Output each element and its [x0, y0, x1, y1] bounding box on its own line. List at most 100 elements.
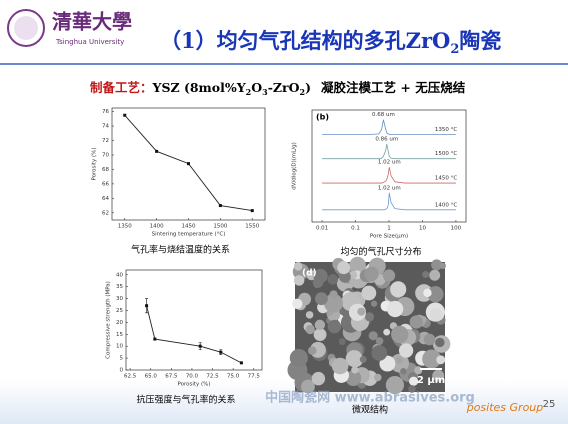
process-text: YSZ (8mol%Y [152, 80, 247, 95]
peak-label: 0.86 um [375, 137, 398, 143]
process-sub: 2 [300, 87, 306, 97]
sem-grain [323, 293, 343, 313]
series-line [322, 167, 456, 184]
x-tick-label: 1500 [213, 224, 227, 230]
sem-grain [395, 356, 403, 365]
error-bar [219, 349, 223, 355]
sem-grain [422, 349, 442, 369]
x-tick-label: 72.5 [206, 374, 219, 380]
y-tick-label: 5 [120, 356, 124, 362]
y-tick-label: 64 [102, 196, 109, 202]
point [123, 113, 127, 117]
scale-bar [420, 368, 442, 370]
chart-caption: 均匀的气孔尺寸分布 [340, 246, 421, 258]
y-tick-label: 70 [102, 152, 109, 158]
sem-grain [398, 343, 414, 358]
sem-grain [408, 385, 416, 393]
y-tick-label: 25 [116, 308, 123, 314]
sem-grain [331, 357, 349, 375]
y-tick-label: 15 [116, 332, 123, 338]
sem-grain [345, 370, 362, 386]
x-tick-label: 0.1 [351, 226, 360, 232]
sem-grain [308, 346, 317, 355]
process-text: O [251, 80, 262, 95]
sem-grain [327, 274, 339, 285]
y-axis-label: Porosity (%) [92, 147, 98, 180]
y-tick-label: 72 [102, 138, 109, 144]
sem-grain [359, 355, 367, 363]
chart-caption: 抗压强度与气孔率的关系 [136, 394, 235, 406]
sem-grain [338, 338, 346, 345]
sem-grain [382, 269, 396, 282]
chart-caption: 气孔率与烧结温度的关系 [131, 244, 230, 256]
sem-image [287, 256, 451, 395]
sem-grain [439, 262, 446, 269]
sem-grain [423, 288, 432, 298]
title-text: 陶瓷 [459, 28, 501, 53]
sem-grain [301, 379, 315, 394]
sem-grain [289, 348, 308, 368]
image-caption: 微观结构 [352, 404, 388, 416]
sem-grain [292, 298, 303, 309]
x-tick-label: 0.01 [316, 226, 328, 232]
error-bar [198, 342, 202, 351]
sem-grain [314, 319, 326, 331]
sem-grain [364, 312, 375, 322]
sem-grain [349, 270, 358, 279]
sem-grain [409, 315, 423, 329]
sem-grain [429, 269, 441, 281]
x-axis-label: Pore Size(μm) [370, 234, 408, 240]
x-tick-label: 1550 [245, 224, 259, 230]
sem-grain [305, 311, 314, 319]
series-line [322, 119, 456, 135]
peak-label: 0.68 um [372, 112, 395, 118]
y-axis-label: Compressive strength (MPa) [106, 281, 112, 359]
sem-grain [431, 259, 443, 271]
sem-grain [313, 328, 327, 342]
sem-grain [337, 261, 351, 275]
x-axis-label: Porosity (%) [177, 382, 210, 388]
y-tick-label: 74 [102, 124, 109, 130]
point [239, 361, 243, 365]
sem-grain [432, 369, 445, 382]
sem-grain [315, 292, 328, 306]
x-tick-label: 1 [387, 226, 391, 232]
process-line: 制备工艺：YSZ (8mol%Y2O3-ZrO2) 凝胶注模工艺 + 无压烧结 [90, 80, 466, 98]
series-name: 1500 °C [435, 151, 457, 157]
plot-frame [125, 269, 263, 371]
x-tick-label: 100 [451, 226, 462, 232]
title-text: （1）均匀气孔结构的多孔ZrO [160, 28, 450, 53]
y-tick-label: 35 [116, 284, 123, 290]
series-line [322, 192, 456, 211]
sem-grain [371, 345, 388, 361]
sem-grain [422, 270, 430, 278]
x-tick-label: 1450 [182, 224, 196, 230]
point [187, 162, 190, 166]
peak-label: 1.02 um [378, 160, 401, 166]
plot-frame [311, 109, 467, 223]
process-label: 制备工艺： [90, 80, 153, 95]
peak-label: 1.02 um [378, 185, 401, 191]
x-tick-label: 62.5 [124, 374, 137, 380]
series-name: 1400 °C [435, 202, 457, 208]
process-sub: 3 [262, 87, 268, 97]
sem-grain [383, 328, 391, 336]
y-tick-label: 66 [102, 181, 109, 187]
x-tick-label: 1400 [150, 224, 164, 230]
x-tick-label: 70.0 [186, 374, 199, 380]
series-name: 1450 °C [435, 176, 457, 182]
sem-grain [357, 307, 366, 316]
sem-grain [351, 366, 359, 374]
footer-band [0, 380, 568, 424]
sem-grain [423, 333, 436, 346]
logo-cn: 清華大學 [52, 10, 132, 34]
page-number: 25 [543, 399, 556, 410]
process-text: 凝胶注模工艺 + 无压烧结 [321, 80, 466, 95]
y-tick-label: 0 [120, 368, 124, 374]
title-sub: 2 [450, 42, 459, 57]
x-tick-label: 10 [419, 226, 426, 232]
sem-grain [391, 325, 409, 344]
x-tick-label: 65.0 [145, 374, 158, 380]
y-tick-label: 10 [116, 344, 123, 350]
